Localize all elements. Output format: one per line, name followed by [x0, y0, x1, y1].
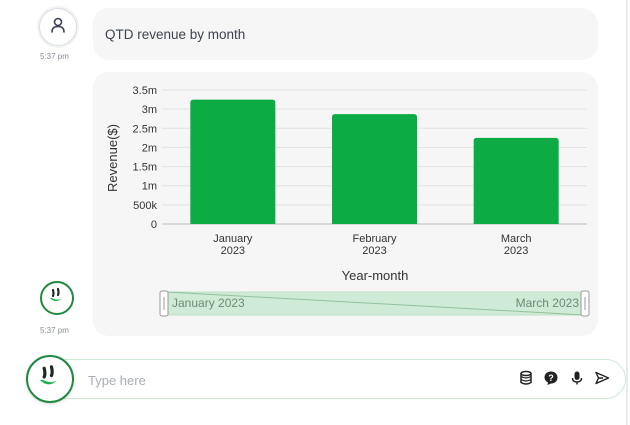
bar — [332, 114, 417, 224]
y-tick-label: 1m — [142, 181, 157, 193]
brush-trend-line — [166, 291, 585, 316]
smiley-logo-icon — [46, 285, 68, 312]
x-tick-label: 2023 — [362, 245, 386, 257]
user-message-bubble: QTD revenue by month — [93, 8, 598, 60]
brush-start-label: January 2023 — [172, 296, 245, 310]
y-tick-label: 1.5m — [133, 162, 157, 174]
x-tick-label: March — [501, 233, 532, 245]
bar — [190, 99, 276, 224]
x-tick-label: 2023 — [221, 245, 245, 257]
bar — [473, 137, 559, 224]
message-input[interactable] — [86, 369, 490, 391]
x-tick-label: January — [213, 233, 253, 245]
brush-end-label: March 2023 — [516, 296, 580, 310]
user-message-time: 5:37 pm — [40, 52, 69, 61]
x-axis-title: Year-month — [342, 268, 409, 283]
y-tick-label: 3m — [142, 104, 157, 116]
brand-logo[interactable] — [26, 355, 74, 403]
x-tick-label: February — [352, 233, 397, 245]
user-avatar — [39, 8, 77, 46]
user-message-text: QTD revenue by month — [105, 26, 246, 42]
bot-message-time: 5:37 pm — [40, 326, 69, 335]
y-tick-label: 0 — [151, 219, 157, 231]
help-icon[interactable]: ? — [542, 369, 560, 387]
scroll-edge — [626, 0, 628, 425]
bot-avatar — [40, 281, 74, 315]
send-icon[interactable] — [593, 369, 611, 387]
microphone-icon[interactable] — [568, 369, 586, 387]
database-icon[interactable] — [517, 369, 535, 387]
message-input-bar — [28, 359, 626, 399]
x-tick-label: 2023 — [504, 245, 528, 257]
y-axis-title: Revenue($) — [105, 124, 120, 192]
svg-text:?: ? — [548, 373, 554, 383]
user-icon — [49, 16, 67, 39]
y-tick-label: 500k — [133, 200, 157, 212]
y-tick-label: 3.5m — [133, 85, 157, 97]
smiley-logo-icon — [34, 361, 66, 398]
y-tick-label: 2m — [142, 142, 157, 154]
y-tick-label: 2.5m — [133, 123, 157, 135]
